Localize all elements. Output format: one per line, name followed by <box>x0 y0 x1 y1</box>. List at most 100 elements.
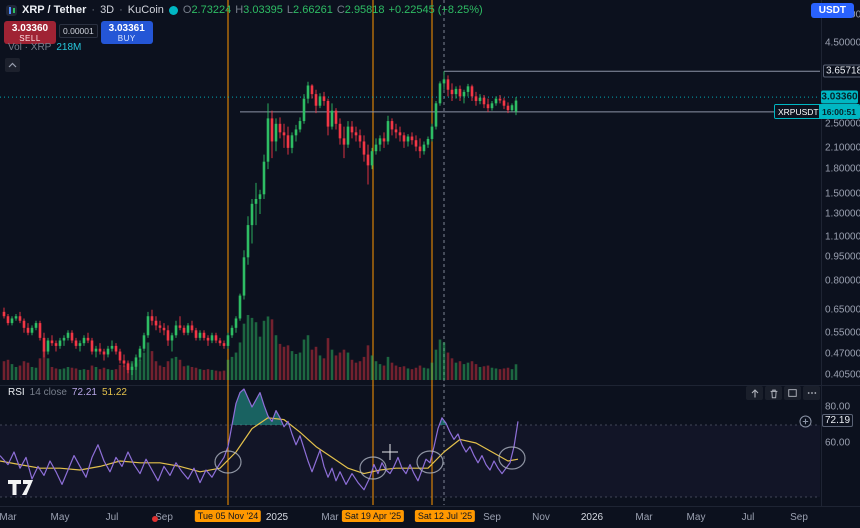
volume-bar <box>302 339 306 380</box>
volume-bar <box>138 359 142 380</box>
candle-body <box>2 311 6 317</box>
volume-bar <box>94 367 98 380</box>
candle-body <box>218 340 222 344</box>
circle-drawing[interactable] <box>359 456 387 480</box>
candle-body <box>110 345 114 349</box>
exchange-button[interactable]: KuCoin <box>127 4 164 16</box>
rsi-line <box>0 388 519 491</box>
volume-bar <box>214 370 218 380</box>
maximize-pane-button[interactable] <box>784 386 801 400</box>
volume-bar <box>102 367 106 380</box>
candle-body <box>346 126 350 145</box>
candle-body <box>362 141 366 155</box>
volume-bar <box>378 364 382 380</box>
price-tick-label: 0.65000 <box>825 304 860 316</box>
low-label: L <box>286 4 294 16</box>
volume-bar <box>154 361 158 380</box>
volume-bar <box>98 369 102 380</box>
interval-button[interactable]: 3D <box>100 4 115 16</box>
volume-bar <box>38 358 42 380</box>
candle-body <box>266 118 270 162</box>
candle-body <box>450 89 454 95</box>
volume-bar <box>158 365 162 380</box>
circle-drawing[interactable] <box>214 450 242 474</box>
candle-body <box>298 121 302 130</box>
volume-bar <box>166 361 170 380</box>
event-date-badge[interactable]: Sat 12 Jul '25 <box>414 510 476 522</box>
candle-body <box>510 105 514 111</box>
candle-body <box>494 98 498 104</box>
move-pane-up-button[interactable] <box>746 386 763 400</box>
circle-drawing[interactable] <box>416 450 444 474</box>
time-axis[interactable]: Mar May Jul Sep 2025 Mar Sep Nov 2026 Mar May Jul Se… <box>0 506 860 528</box>
volume-bar <box>442 342 446 380</box>
maximize-icon <box>788 389 797 397</box>
volume-bar <box>10 364 14 380</box>
candle-body <box>394 129 398 133</box>
collapse-legend-button[interactable] <box>5 58 20 72</box>
volume-bar <box>490 367 494 380</box>
candle-body <box>490 103 494 109</box>
volume-bar <box>182 366 186 380</box>
volume-bar <box>66 367 70 380</box>
candle-body <box>334 110 338 124</box>
candle-body <box>54 343 58 346</box>
volume-bar <box>258 336 262 380</box>
candle-body <box>114 345 118 352</box>
candle-body <box>146 316 150 336</box>
separator-dot: · <box>91 4 96 16</box>
volume-bar <box>54 368 58 380</box>
volume-bar <box>410 369 414 380</box>
event-date-badge[interactable]: Tue 05 Nov '24 <box>194 510 262 522</box>
spread-value: 0.00001 <box>59 24 98 38</box>
volume-bar <box>374 361 378 380</box>
volume-bar <box>190 367 194 380</box>
volume-bar <box>306 335 310 380</box>
candle-body <box>22 320 26 328</box>
tradingview-logo-icon <box>8 480 33 495</box>
event-date-badge[interactable]: Sat 19 Apr '25 <box>341 510 405 522</box>
currency-toggle-button[interactable]: USDT <box>810 2 854 18</box>
candle-body <box>330 110 334 127</box>
delete-pane-button[interactable] <box>765 386 782 400</box>
add-alert-button[interactable] <box>799 415 812 433</box>
more-options-button[interactable] <box>803 386 820 400</box>
volume-bar <box>242 323 246 380</box>
open-label: O <box>182 4 192 16</box>
trash-icon <box>770 389 777 398</box>
candle-body <box>438 83 442 104</box>
volume-label: Vol · XRP <box>8 42 52 53</box>
volume-bar <box>202 369 206 380</box>
buy-button[interactable]: 3.03361 BUY <box>100 21 153 44</box>
rsi-name[interactable]: RSI <box>8 387 25 398</box>
circle-drawing[interactable] <box>498 446 526 470</box>
timeline-marker-dot <box>152 516 158 522</box>
candle-body <box>406 136 410 142</box>
time-tick-label: Mar <box>321 512 339 523</box>
volume-bar <box>514 364 518 380</box>
candle-body <box>118 351 122 361</box>
candle-body <box>306 85 310 99</box>
volume-bar <box>330 349 334 380</box>
volume-bar <box>434 349 438 380</box>
volume-bars <box>2 315 518 380</box>
candle-body <box>282 132 286 136</box>
candle-body <box>338 123 342 139</box>
volume-bar <box>386 356 390 380</box>
candle-body <box>238 295 242 319</box>
volume-bar <box>338 352 342 380</box>
volume-bar <box>90 365 94 380</box>
volume-bar <box>398 367 402 380</box>
volume-bar <box>250 317 254 380</box>
candle-body <box>10 318 14 324</box>
sell-label: SELL <box>19 34 41 43</box>
symbol-title[interactable]: XRP / Tether <box>22 4 87 16</box>
candle-body <box>202 332 206 338</box>
countdown-badge: XRPUSDT 16:00:51 <box>774 104 860 119</box>
candle-body <box>290 135 294 148</box>
tradingview-logo[interactable] <box>8 480 38 502</box>
time-tick-label: Jul <box>741 512 755 523</box>
sell-button[interactable]: 3.03360 SELL <box>4 21 56 44</box>
candle-body <box>378 138 382 145</box>
